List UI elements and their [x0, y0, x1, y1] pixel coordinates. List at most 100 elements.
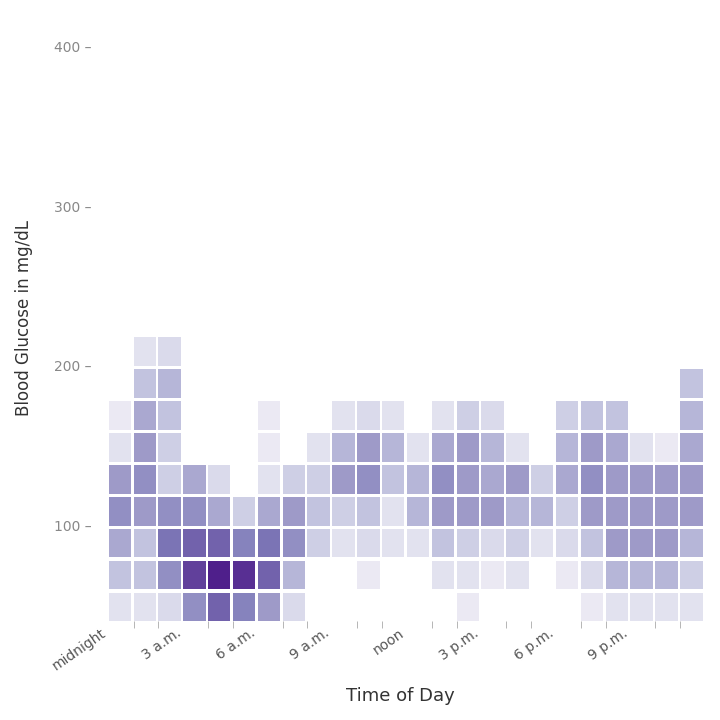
Bar: [109, 433, 131, 462]
Bar: [631, 497, 653, 526]
Bar: [283, 561, 305, 589]
Bar: [680, 433, 703, 462]
Bar: [581, 433, 603, 462]
Bar: [283, 528, 305, 557]
Bar: [556, 401, 578, 430]
Bar: [184, 528, 206, 557]
Bar: [208, 497, 230, 526]
Bar: [581, 561, 603, 589]
Bar: [631, 465, 653, 494]
Bar: [631, 528, 653, 557]
Bar: [258, 561, 280, 589]
Bar: [432, 433, 454, 462]
Bar: [581, 401, 603, 430]
Bar: [258, 497, 280, 526]
Bar: [109, 465, 131, 494]
Bar: [333, 433, 355, 462]
Bar: [134, 433, 156, 462]
Bar: [432, 561, 454, 589]
Bar: [357, 528, 379, 557]
Bar: [407, 528, 429, 557]
Bar: [158, 497, 181, 526]
Bar: [158, 433, 181, 462]
Bar: [631, 561, 653, 589]
Bar: [631, 593, 653, 621]
Bar: [432, 528, 454, 557]
Bar: [680, 497, 703, 526]
Bar: [456, 401, 479, 430]
Bar: [456, 497, 479, 526]
Bar: [357, 561, 379, 589]
Bar: [382, 528, 405, 557]
Bar: [233, 497, 256, 526]
Bar: [482, 497, 504, 526]
Bar: [208, 624, 230, 653]
Bar: [333, 465, 355, 494]
Bar: [283, 465, 305, 494]
Bar: [556, 497, 578, 526]
Bar: [680, 369, 703, 398]
Bar: [556, 465, 578, 494]
Bar: [184, 497, 206, 526]
Bar: [680, 528, 703, 557]
Bar: [680, 401, 703, 430]
Bar: [556, 528, 578, 557]
Bar: [233, 624, 256, 653]
Bar: [606, 465, 628, 494]
Bar: [109, 497, 131, 526]
Bar: [606, 433, 628, 462]
Bar: [357, 401, 379, 430]
Bar: [482, 433, 504, 462]
Bar: [158, 337, 181, 366]
Bar: [184, 465, 206, 494]
Bar: [134, 528, 156, 557]
Bar: [333, 497, 355, 526]
Bar: [307, 528, 330, 557]
Bar: [357, 497, 379, 526]
Bar: [134, 337, 156, 366]
Bar: [258, 401, 280, 430]
Bar: [307, 497, 330, 526]
Bar: [680, 465, 703, 494]
Bar: [382, 433, 405, 462]
Bar: [158, 369, 181, 398]
Bar: [382, 465, 405, 494]
Bar: [258, 465, 280, 494]
Bar: [134, 401, 156, 430]
Bar: [158, 465, 181, 494]
Bar: [258, 593, 280, 621]
Bar: [680, 593, 703, 621]
Bar: [233, 561, 256, 589]
Bar: [581, 465, 603, 494]
Bar: [109, 624, 131, 653]
Bar: [655, 593, 678, 621]
Bar: [556, 433, 578, 462]
Bar: [158, 528, 181, 557]
Bar: [134, 624, 156, 653]
Bar: [307, 465, 330, 494]
Bar: [655, 624, 678, 653]
Bar: [482, 401, 504, 430]
Bar: [506, 561, 528, 589]
Bar: [357, 433, 379, 462]
Bar: [382, 401, 405, 430]
Bar: [655, 528, 678, 557]
Bar: [208, 528, 230, 557]
Bar: [109, 528, 131, 557]
Bar: [258, 624, 280, 653]
Bar: [208, 465, 230, 494]
Bar: [655, 433, 678, 462]
Bar: [456, 561, 479, 589]
Y-axis label: Blood Glucose in mg/dL: Blood Glucose in mg/dL: [15, 220, 33, 416]
Bar: [208, 593, 230, 621]
Bar: [432, 401, 454, 430]
Bar: [606, 624, 628, 653]
Bar: [134, 497, 156, 526]
Bar: [184, 561, 206, 589]
Bar: [556, 561, 578, 589]
Bar: [357, 465, 379, 494]
X-axis label: Time of Day: Time of Day: [346, 687, 455, 705]
Bar: [506, 433, 528, 462]
Bar: [531, 497, 554, 526]
Bar: [506, 465, 528, 494]
